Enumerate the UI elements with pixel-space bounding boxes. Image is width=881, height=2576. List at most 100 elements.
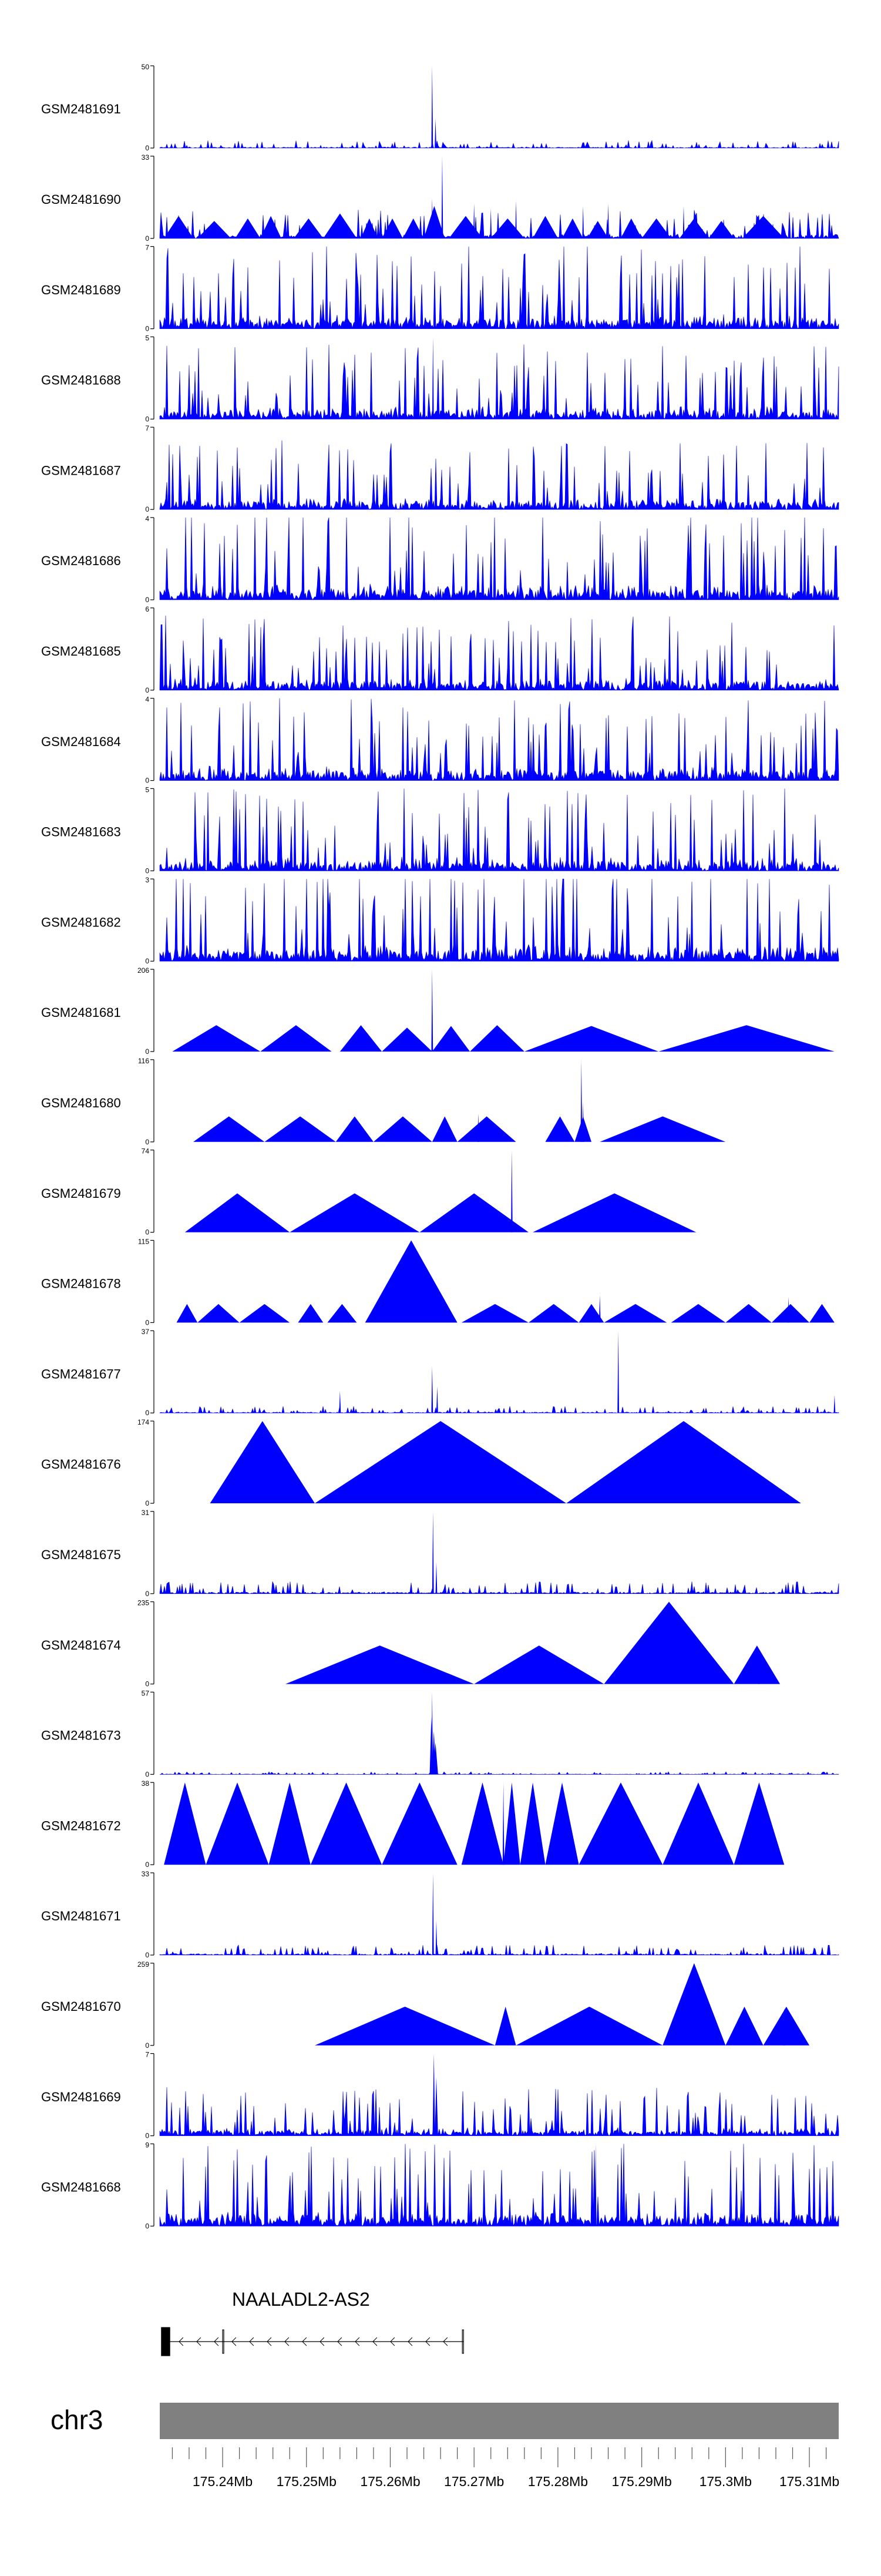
track-y-max-label: 259	[137, 1960, 149, 1969]
track-label: GSM2481680	[41, 1096, 121, 1110]
coverage-peak	[268, 1782, 311, 1865]
track-label: GSM2481675	[41, 1547, 121, 1562]
track-label: GSM2481686	[41, 553, 121, 568]
coverage-area	[159, 2144, 839, 2227]
coverage-spike	[435, 1561, 438, 1594]
coverage-peak	[495, 2006, 516, 2046]
track-y-min-label: 0	[145, 2132, 149, 2140]
coverage-peak	[260, 216, 281, 239]
coverage-area	[159, 2087, 839, 2137]
coverage-spike	[431, 1366, 433, 1413]
coverage-peak	[562, 218, 583, 239]
track-label: GSM2481672	[41, 1818, 121, 1833]
track-label: GSM2481670	[41, 1999, 121, 2014]
gene-exon	[222, 2329, 224, 2354]
track-label: GSM2481684	[41, 734, 121, 749]
coverage-spike	[433, 1742, 438, 1775]
track-label: GSM2481677	[41, 1366, 121, 1381]
coverage-peak	[545, 1116, 575, 1142]
coverage-peak	[671, 1304, 726, 1323]
gene-strand-arrow	[337, 2337, 342, 2346]
track-y-min-label: 0	[145, 1318, 149, 1326]
coverage-peak	[461, 1304, 529, 1323]
coverage-peak	[239, 1304, 290, 1323]
coverage-peak	[620, 218, 642, 239]
coverage-peak	[771, 1304, 810, 1323]
coverage-peak	[315, 2006, 495, 2046]
coverage-area	[159, 788, 839, 872]
track-y-max-label: 174	[137, 1418, 149, 1426]
coverage-area	[159, 440, 839, 511]
track-label: GSM2481689	[41, 283, 121, 297]
coverage-peak	[193, 1116, 265, 1142]
coverage-peak	[184, 1193, 290, 1232]
gene-strand-arrow	[214, 2337, 219, 2346]
gene-strand-arrow	[249, 2337, 254, 2346]
coverage-spike	[431, 66, 433, 148]
coverage-spike	[429, 1717, 433, 1775]
coverage-spike	[607, 203, 609, 239]
coverage-spike	[682, 206, 685, 239]
track-label: GSM2481678	[41, 1277, 121, 1291]
track-y-min-label: 0	[145, 1499, 149, 1507]
track-y-min-label: 0	[145, 686, 149, 694]
coverage-peak	[323, 213, 357, 239]
coverage-peak	[734, 1782, 785, 1865]
track-y-min-label: 0	[145, 1138, 149, 1146]
track-label: GSM2481673	[41, 1728, 121, 1743]
track-y-min-label: 0	[145, 1951, 149, 1959]
coverage-peak	[290, 1193, 420, 1232]
coverage-peak	[679, 218, 709, 239]
coverage-spike	[431, 969, 433, 1052]
coverage-peak	[315, 1421, 567, 1503]
track-label: GSM2481681	[41, 1005, 121, 1020]
coverage-peak	[708, 221, 734, 239]
coverage-spike	[432, 337, 434, 419]
track-y-min-label: 0	[145, 1770, 149, 1778]
coverage-peak	[197, 1304, 240, 1323]
coverage-area	[159, 1944, 839, 1956]
x-axis-tick-label: 175.26Mb	[360, 2474, 420, 2489]
coverage-area	[159, 140, 839, 149]
track-label: GSM2481674	[41, 1638, 121, 1653]
coverage-peak	[197, 221, 231, 239]
track-label: GSM2481688	[41, 373, 121, 388]
coverage-peak	[604, 1304, 667, 1323]
track-y-max-label: 116	[138, 1057, 149, 1065]
chromosome-ideogram	[160, 2403, 839, 2439]
coverage-peak	[294, 218, 324, 239]
coverage-peak	[809, 1304, 835, 1323]
coverage-peak	[587, 221, 608, 239]
track-y-max-label: 6	[145, 605, 149, 613]
track-y-max-label: 57	[142, 1689, 150, 1697]
coverage-peak	[528, 1304, 579, 1323]
track-y-max-label: 33	[142, 1870, 150, 1878]
coverage-peak	[641, 218, 671, 239]
coverage-peak	[164, 216, 194, 239]
coverage-peak	[579, 1782, 663, 1865]
track-y-max-label: 74	[142, 1147, 150, 1156]
gene-strand-arrow	[372, 2337, 378, 2346]
gene-exon	[462, 2329, 464, 2354]
coverage-peak	[663, 1782, 734, 1865]
coverage-peak	[763, 2006, 810, 2046]
coverage-peak	[382, 1782, 458, 1865]
coverage-peak	[210, 1421, 315, 1503]
coverage-peak	[423, 206, 445, 239]
coverage-spike	[758, 1649, 760, 1684]
track-y-max-label: 7	[145, 244, 149, 252]
coverage-spike	[432, 1873, 434, 1955]
track-y-min-label: 0	[145, 415, 149, 423]
track-label: GSM2481690	[41, 192, 121, 207]
track-y-max-label: 37	[142, 1328, 150, 1336]
gene-strand-arrow	[196, 2337, 201, 2346]
coverage-peak	[490, 218, 524, 239]
track-label: GSM2481685	[41, 644, 121, 659]
gene-strand-arrow	[231, 2337, 237, 2346]
track-y-min-label: 0	[145, 2041, 149, 2050]
coverage-spike	[617, 1331, 620, 1413]
coverage-peak	[545, 1782, 579, 1865]
track-y-max-label: 4	[145, 696, 149, 704]
coverage-peak	[449, 216, 483, 239]
